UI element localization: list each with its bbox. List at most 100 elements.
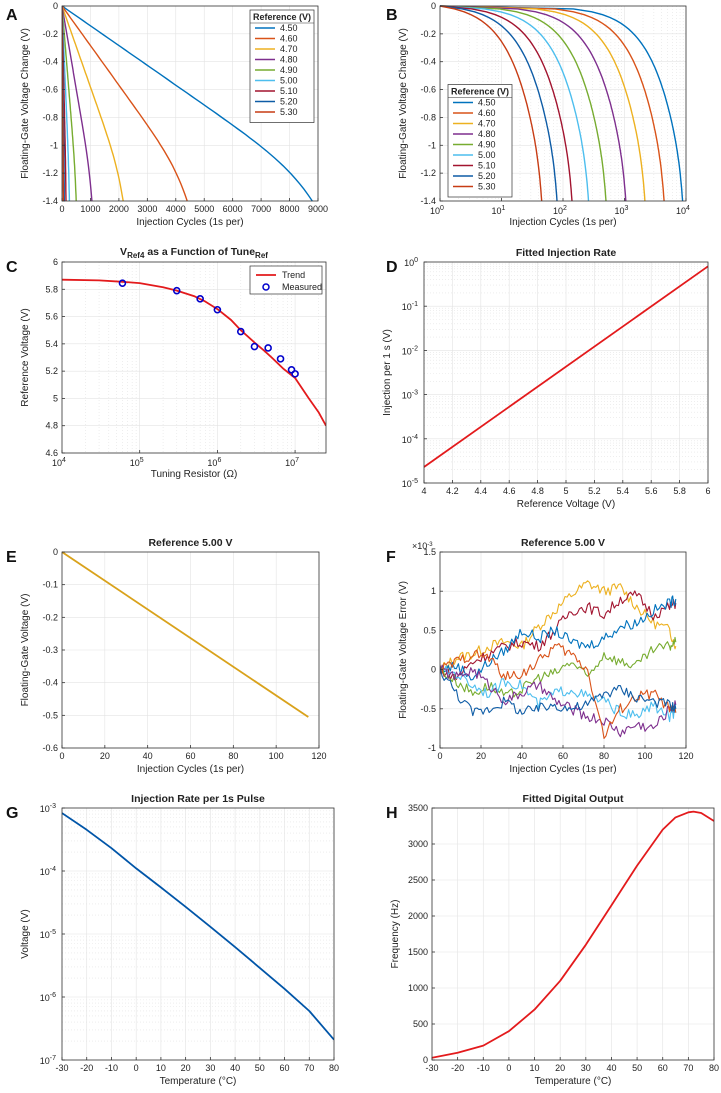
x-tick-label: 40	[606, 1063, 616, 1073]
legend-marker	[262, 283, 270, 291]
panel-label: A	[6, 7, 18, 24]
y-tick-label: -0.2	[420, 29, 436, 39]
x-tick-label: 5.2	[588, 486, 601, 496]
y-tick-label: 0	[53, 547, 58, 557]
x-axis-label: Tuning Resistor (Ω)	[151, 469, 238, 480]
y-axis-label: Floating-Gate Voltage Error (V)	[398, 581, 409, 719]
legend-label: 4.70	[478, 119, 496, 129]
panel-label: B	[386, 7, 398, 24]
y-tick-label: 0	[431, 665, 436, 675]
x-tick-label: 2000	[109, 204, 129, 214]
series-line-4-80	[62, 5, 93, 202]
x-tick-label: 50	[632, 1063, 642, 1073]
y-axis-label: Floating-Gate Voltage (V)	[20, 594, 31, 707]
y-tick-label: 5.8	[45, 284, 58, 294]
chart-title: Fitted Injection Rate	[516, 247, 617, 259]
x-tick-label: 100	[430, 205, 444, 216]
y-tick-label: -0.4	[420, 57, 436, 67]
y-tick-label: 10-7	[40, 1055, 56, 1066]
y-tick-label: -0.6	[42, 743, 58, 753]
y-tick-label: -0.4	[42, 57, 58, 67]
x-tick-label: 20	[100, 751, 110, 761]
x-tick-label: 101	[492, 205, 506, 216]
x-tick-label: 0	[59, 204, 64, 214]
x-tick-label: 104	[676, 205, 690, 216]
grid	[61, 807, 335, 1061]
chart-title: Reference 5.00 V	[521, 537, 605, 549]
measured-point	[236, 327, 245, 336]
measured-point	[172, 286, 181, 295]
panel-label: F	[386, 549, 396, 566]
chart-title: Reference 5.00 V	[148, 537, 232, 549]
panel-e: E 0 20 40 60 80 100 120 0 -0.1 -0.2 -0.3 -0.4 -0.5 -0.…	[6, 537, 327, 775]
series-group	[424, 265, 708, 468]
x-tick-label: 30	[205, 1063, 215, 1073]
x-tick-label: 6	[705, 486, 710, 496]
x-tick-label: 4.6	[503, 486, 516, 496]
measured-point	[196, 295, 204, 303]
series-line	[62, 551, 309, 718]
series-line	[440, 595, 677, 681]
ticks: 0 1000 2000 3000 4000 5000 6000 7000 8000 9000 0 -0…	[42, 1, 328, 214]
x-axis-label: Injection Cycles (1s per)	[509, 764, 616, 775]
x-axis-label: Injection Cycles (1s per)	[509, 217, 616, 228]
x-tick-label: 4.8	[531, 486, 544, 496]
x-tick-label: 9000	[308, 204, 328, 214]
panel-h: H -30 -20 -10 0 10 20 30 40 50 60 70 80 0 500 1000 1500 2…	[386, 793, 719, 1087]
panel-label: G	[6, 805, 18, 822]
legend-label: 5.10	[280, 86, 298, 96]
y-tick-label: 10-3	[402, 390, 418, 401]
series-group	[62, 551, 309, 718]
y-tick-label: 10-1	[402, 301, 418, 312]
y-tick-label: 5.6	[45, 312, 58, 322]
legend-label: 4.90	[280, 65, 298, 75]
x-tick-label: 0	[59, 751, 64, 761]
panel-a: A0 1000 2000 3000 4000 5000 6000 7000 8000 90000-…	[6, 1, 328, 228]
y-tick-label: 100	[404, 257, 418, 268]
y-axis-label: Reference Voltage (V)	[20, 308, 31, 406]
x-tick-label: 10	[156, 1063, 166, 1073]
y-tick-label: -1.4	[420, 196, 436, 206]
legend-label: 5.30	[478, 182, 496, 192]
axes-box	[61, 261, 327, 454]
legend-title: Reference (V)	[253, 12, 311, 22]
series-group	[440, 580, 677, 739]
ticks: 4 4.2 4.4 4.6 4.8 5 5.2 5.4 5.6 5.8 6 10-5 10-4 10-3 1…	[402, 257, 711, 496]
y-tick-label: -1	[50, 140, 58, 150]
x-tick-label: 5.4	[617, 486, 630, 496]
y-tick-label: 6	[53, 257, 58, 267]
x-tick-label: 10	[530, 1063, 540, 1073]
x-tick-label: 80	[709, 1063, 719, 1073]
ticks: -30 -20 -10 0 10 20 30 40 50 60 70 80 0 500 1000 1500 20…	[408, 803, 719, 1073]
panel-b: B 100 101 102 103 104 0 -0.2 -0.4 -0.6 -0.8 -1 -1.2 -…	[386, 1, 690, 228]
x-tick-label: 80	[599, 751, 609, 761]
x-tick-label: 102	[553, 205, 567, 216]
x-tick-label: 104	[52, 457, 66, 468]
x-tick-label: 30	[581, 1063, 591, 1073]
x-tick-label: 60	[658, 1063, 668, 1073]
y-tick-label: -0.8	[42, 112, 58, 122]
x-tick-label: 4.2	[446, 486, 459, 496]
y-tick-label: 10-4	[402, 434, 418, 445]
y-tick-label: 1	[431, 586, 436, 596]
y-tick-label: 4.6	[45, 448, 58, 458]
y-tick-label: 2500	[408, 875, 428, 885]
y-tick-label: -1.2	[42, 168, 58, 178]
legend: Trend Measured	[249, 265, 323, 295]
legend-label: 4.60	[478, 108, 496, 118]
x-tick-label: 100	[637, 751, 652, 761]
y-tick-label: 500	[413, 1019, 428, 1029]
legend-box	[249, 265, 323, 295]
x-tick-label: 5.8	[673, 486, 686, 496]
legend-label: 4.70	[280, 44, 298, 54]
x-tick-label: 20	[555, 1063, 565, 1073]
x-tick-label: 4	[421, 486, 426, 496]
legend-label: Measured	[282, 282, 322, 292]
series-line	[62, 278, 326, 427]
series-group	[62, 278, 326, 427]
y-tick-label: 10-2	[402, 345, 418, 356]
x-tick-label: -20	[80, 1063, 93, 1073]
y-tick-label: -0.5	[420, 704, 436, 714]
x-axis-label: Reference Voltage (V)	[517, 499, 615, 510]
x-tick-label: 7000	[251, 204, 271, 214]
